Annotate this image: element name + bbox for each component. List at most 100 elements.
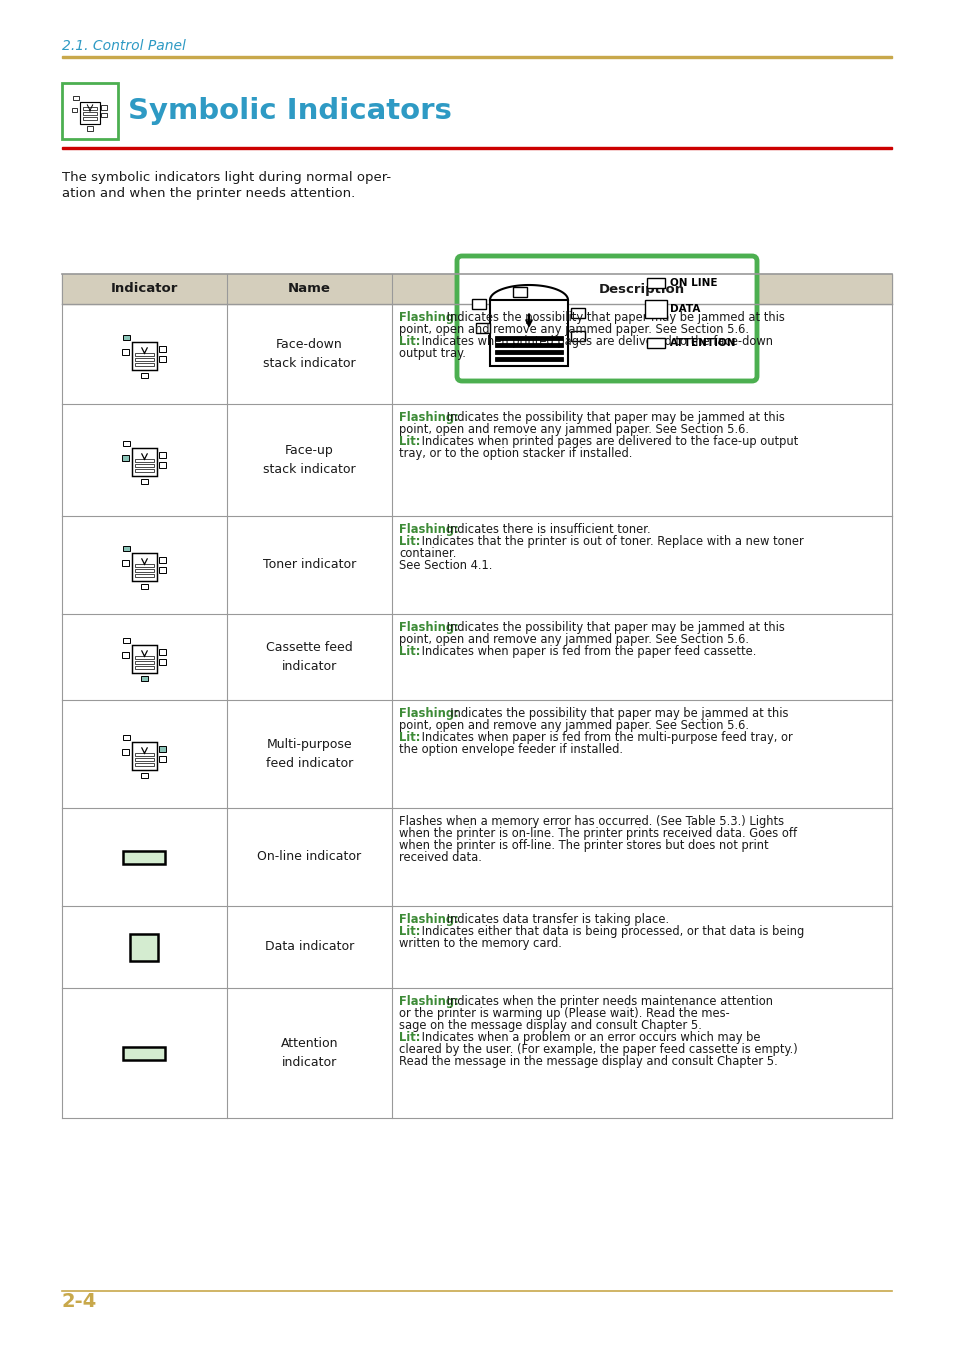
Bar — [158, 649, 166, 654]
Bar — [495, 349, 562, 353]
Text: Flashing:: Flashing: — [398, 996, 458, 1008]
Bar — [644, 299, 666, 318]
Bar — [646, 339, 664, 348]
Text: Indicates that the printer is out of toner. Replace with a new toner: Indicates that the printer is out of ton… — [418, 536, 803, 548]
Bar — [158, 557, 166, 563]
Bar — [476, 322, 490, 333]
Bar — [83, 107, 96, 111]
Text: point, open and remove any jammed paper. See Section 5.6.: point, open and remove any jammed paper.… — [398, 633, 748, 646]
FancyBboxPatch shape — [456, 256, 757, 380]
Bar — [135, 569, 153, 572]
Text: Flashing:: Flashing: — [398, 913, 458, 925]
Bar — [135, 564, 153, 567]
Text: Description: Description — [598, 282, 684, 295]
Text: tray, or to the option stacker if installed.: tray, or to the option stacker if instal… — [398, 447, 632, 460]
Text: Cassette feed
indicator: Cassette feed indicator — [266, 641, 353, 673]
Bar — [123, 638, 131, 643]
Bar — [123, 1047, 165, 1059]
Text: Attention
indicator: Attention indicator — [280, 1037, 338, 1068]
Bar — [513, 287, 527, 297]
Bar — [135, 469, 153, 472]
Bar — [62, 57, 891, 58]
Text: Toner indicator: Toner indicator — [263, 558, 355, 572]
Bar — [158, 746, 166, 751]
Bar — [132, 645, 156, 673]
Text: Indicates the possibility that paper may be jammed at this: Indicates the possibility that paper may… — [442, 312, 783, 324]
Text: Indicates when a problem or an error occurs which may be: Indicates when a problem or an error occ… — [418, 1031, 760, 1044]
Bar — [62, 147, 891, 148]
Text: Indicates the possibility that paper may be jammed at this: Indicates the possibility that paper may… — [442, 621, 783, 634]
Bar — [62, 274, 891, 304]
Bar — [158, 660, 166, 665]
Text: The symbolic indicators light during normal oper-: The symbolic indicators light during nor… — [62, 171, 391, 183]
Text: Indicates when printed pages are delivered to the face-up output: Indicates when printed pages are deliver… — [418, 434, 798, 448]
Text: Indicates the possibility that paper may be jammed at this: Indicates the possibility that paper may… — [442, 411, 783, 424]
Text: 2.1. Control Panel: 2.1. Control Panel — [62, 39, 186, 53]
Bar — [123, 441, 131, 447]
Bar — [131, 934, 158, 960]
Bar — [132, 742, 156, 770]
Text: Indicates there is insufficient toner.: Indicates there is insufficient toner. — [442, 523, 650, 536]
Text: Face-up
stack indicator: Face-up stack indicator — [263, 444, 355, 476]
Bar — [135, 666, 153, 669]
Bar — [141, 372, 148, 378]
Text: DATA: DATA — [669, 304, 700, 314]
Bar — [158, 347, 166, 352]
Text: Multi-purpose
feed indicator: Multi-purpose feed indicator — [266, 738, 353, 770]
Bar — [135, 459, 153, 463]
Bar — [141, 773, 148, 778]
Bar — [132, 341, 156, 370]
Bar — [135, 764, 153, 766]
Text: point, open and remove any jammed paper. See Section 5.6.: point, open and remove any jammed paper.… — [398, 424, 748, 436]
Bar — [101, 113, 107, 117]
Bar — [83, 112, 96, 115]
Bar — [87, 127, 92, 131]
Text: Lit:: Lit: — [398, 731, 420, 745]
Text: the option envelope feeder if installed.: the option envelope feeder if installed. — [398, 743, 622, 755]
Bar — [135, 575, 153, 577]
Text: received data.: received data. — [398, 851, 481, 863]
Bar — [62, 84, 118, 139]
Text: sage on the message display and consult Chapter 5.: sage on the message display and consult … — [398, 1018, 701, 1032]
Text: Lit:: Lit: — [398, 335, 420, 348]
Text: Read the message in the message display and consult Chapter 5.: Read the message in the message display … — [398, 1055, 777, 1068]
Bar — [135, 753, 153, 755]
Text: Flashing:: Flashing: — [398, 523, 458, 536]
Bar — [158, 452, 166, 457]
Bar — [123, 335, 131, 340]
Bar — [101, 105, 107, 109]
Bar — [141, 584, 148, 590]
Text: Indicates the possibility that paper may be jammed at this: Indicates the possibility that paper may… — [442, 707, 787, 720]
Bar — [495, 356, 562, 362]
Bar — [83, 117, 96, 120]
Text: Data indicator: Data indicator — [265, 940, 354, 954]
Text: point, open and remove any jammed paper. See Section 5.6.: point, open and remove any jammed paper.… — [398, 719, 748, 733]
Text: or the printer is warming up (Please wait). Read the mes-: or the printer is warming up (Please wai… — [398, 1006, 729, 1020]
Text: Face-down
stack indicator: Face-down stack indicator — [263, 339, 355, 370]
Text: Name: Name — [288, 282, 331, 295]
Text: output tray.: output tray. — [398, 347, 465, 360]
Bar — [141, 479, 148, 484]
Bar — [571, 332, 584, 341]
Bar — [135, 656, 153, 660]
Text: Lit:: Lit: — [398, 434, 420, 448]
Bar — [121, 349, 129, 355]
Bar — [123, 546, 131, 552]
Text: Indicates when printed pages are delivered to the face-down: Indicates when printed pages are deliver… — [418, 335, 773, 348]
Bar — [80, 101, 100, 124]
Bar — [472, 298, 485, 309]
Text: Indicator: Indicator — [111, 282, 178, 295]
Text: Flashes when a memory error has occurred. (See Table 5.3.) Lights: Flashes when a memory error has occurred… — [398, 815, 783, 828]
Bar — [121, 749, 129, 754]
Text: 2-4: 2-4 — [62, 1292, 97, 1311]
Bar — [73, 96, 79, 100]
Bar — [135, 464, 153, 467]
Text: Lit:: Lit: — [398, 1031, 420, 1044]
Bar — [571, 308, 584, 317]
Text: Flashing:: Flashing: — [398, 312, 458, 324]
Text: ation and when the printer needs attention.: ation and when the printer needs attenti… — [62, 188, 355, 200]
Text: Flashing:: Flashing: — [398, 411, 458, 424]
Bar — [121, 653, 129, 657]
Text: On-line indicator: On-line indicator — [257, 850, 361, 863]
Text: cleared by the user. (For example, the paper feed cassette is empty.): cleared by the user. (For example, the p… — [398, 1043, 797, 1056]
